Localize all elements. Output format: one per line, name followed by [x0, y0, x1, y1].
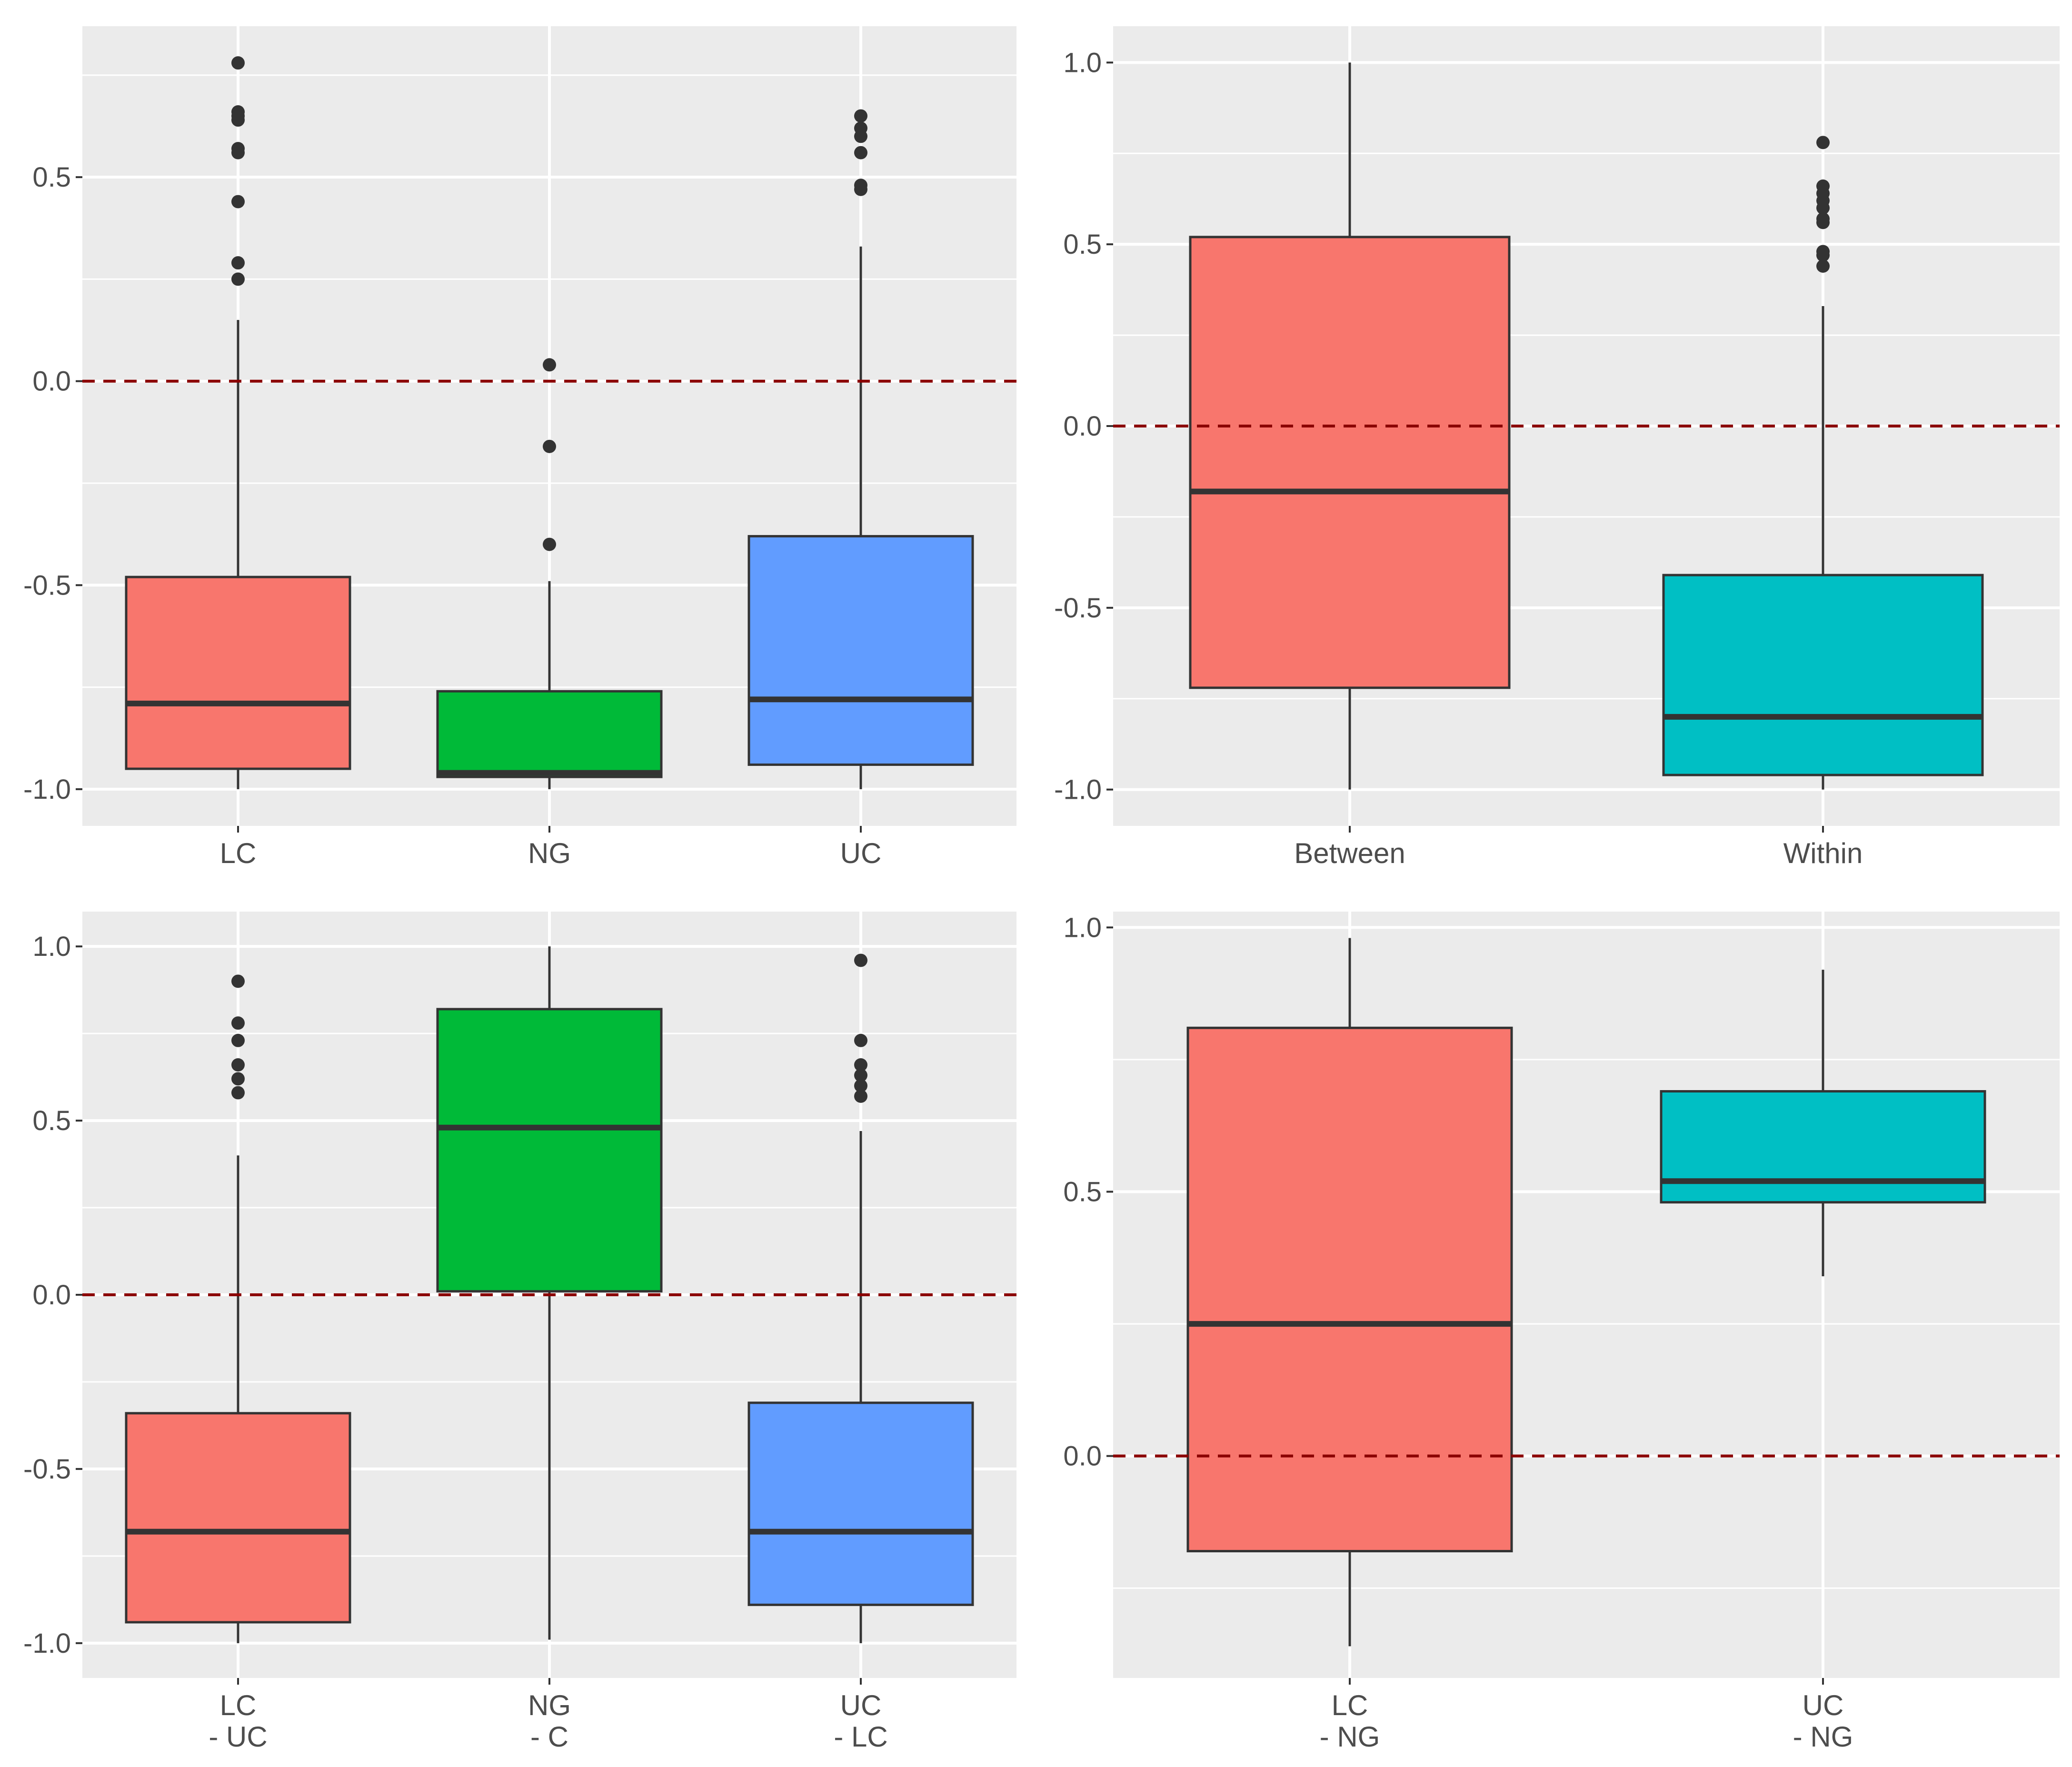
x-tick-label: LC - UC: [209, 1689, 267, 1753]
iqr-box: [436, 1008, 663, 1293]
outlier-point: [231, 974, 245, 988]
outlier-point: [854, 1079, 867, 1092]
outlier-point: [231, 256, 245, 270]
y-tick-label: -1.0: [23, 1628, 71, 1659]
y-tick-label: 0.0: [32, 366, 71, 397]
iqr-box: [747, 1401, 974, 1606]
y-tick-label: -0.5: [23, 1454, 71, 1485]
box-UC-LC: [747, 953, 974, 1643]
outlier-point: [854, 1068, 867, 1082]
iqr-box: [1662, 574, 1984, 776]
box-NG-C: [436, 946, 663, 1640]
y-tick-label: 0.0: [1063, 1441, 1102, 1472]
iqr-box: [1660, 1090, 1986, 1204]
x-tick-label: UC: [840, 837, 882, 869]
outlier-point: [231, 272, 245, 286]
y-tick-label: 0.5: [32, 1105, 71, 1136]
panel-top-left: -1.0 -0.5 0.0 0.5 LC NG UC: [23, 26, 1016, 869]
outlier-point: [543, 537, 556, 551]
box-LC-NG: [1186, 938, 1513, 1647]
y-tick-label: 1.0: [1063, 912, 1102, 943]
outlier-point: [231, 195, 245, 208]
iqr-box: [125, 576, 351, 770]
x-tick-label: Between: [1294, 837, 1405, 869]
iqr-box: [747, 535, 974, 766]
outlier-point: [854, 1089, 867, 1103]
iqr-box: [1189, 236, 1511, 689]
outlier-point: [854, 129, 867, 143]
outlier-point: [1816, 201, 1830, 215]
outlier-point: [854, 146, 867, 159]
outlier-point: [231, 1072, 245, 1086]
iqr-box: [436, 690, 663, 778]
y-tick-label: 0.5: [1063, 229, 1102, 260]
x-tick-label: Within: [1783, 837, 1863, 869]
outlier-point: [1816, 216, 1830, 229]
y-tick-label: 1.0: [32, 931, 71, 962]
x-tick-label: UC - LC: [834, 1689, 887, 1753]
y-tick-label: -0.5: [23, 570, 71, 601]
y-tick-label: -0.5: [1054, 593, 1102, 624]
box-UC-NG: [1660, 970, 1986, 1277]
box-Between: [1189, 62, 1511, 790]
box-Within: [1662, 136, 1984, 790]
x-tick-label: LC: [220, 837, 257, 869]
outlier-point: [854, 109, 867, 123]
y-tick-label: -1.0: [23, 774, 71, 805]
y-tick-label: 0.0: [1063, 411, 1102, 442]
y-tick-label: -1.0: [1054, 774, 1102, 805]
x-tick-label: NG - C: [528, 1689, 571, 1753]
outlier-point: [231, 146, 245, 159]
outlier-point: [231, 56, 245, 70]
outlier-point: [854, 1033, 867, 1047]
y-tick-label: 0.0: [32, 1280, 71, 1310]
outlier-point: [543, 358, 556, 372]
outlier-point: [231, 1033, 245, 1047]
outlier-point: [854, 953, 867, 967]
outlier-point: [854, 182, 867, 196]
outlier-point: [1816, 248, 1830, 262]
y-tick-label: 1.0: [1063, 47, 1102, 78]
box-UC: [747, 109, 974, 789]
outlier-point: [854, 1058, 867, 1072]
outlier-point: [231, 1086, 245, 1100]
x-tick-label: LC - NG: [1320, 1689, 1380, 1753]
outlier-point: [543, 439, 556, 453]
iqr-box: [125, 1412, 351, 1624]
outlier-point: [1816, 259, 1830, 273]
box-NG: [436, 358, 663, 789]
y-tick-label: 0.5: [32, 162, 71, 193]
outlier-point: [231, 1058, 245, 1072]
panel-top-right: -1.0 -0.5 0.0 0.5 1.0 Between Within: [1054, 26, 2060, 869]
iqr-box: [1186, 1026, 1513, 1553]
box-LC-UC: [125, 974, 351, 1643]
outlier-point: [231, 113, 245, 127]
outlier-point: [1816, 136, 1830, 149]
box-LC: [125, 56, 351, 789]
x-tick-label: UC - NG: [1793, 1689, 1853, 1753]
panel-bottom-left: -1.0 -0.5 0.0 0.5 1.0 LC - UC NG - C UC - LC: [23, 912, 1016, 1753]
outlier-point: [231, 1016, 245, 1030]
x-tick-label: NG: [528, 837, 571, 869]
panel-bottom-right: 0.0 0.5 1.0 LC - NG UC - NG: [1063, 912, 2060, 1753]
y-tick-label: 0.5: [1063, 1176, 1102, 1207]
